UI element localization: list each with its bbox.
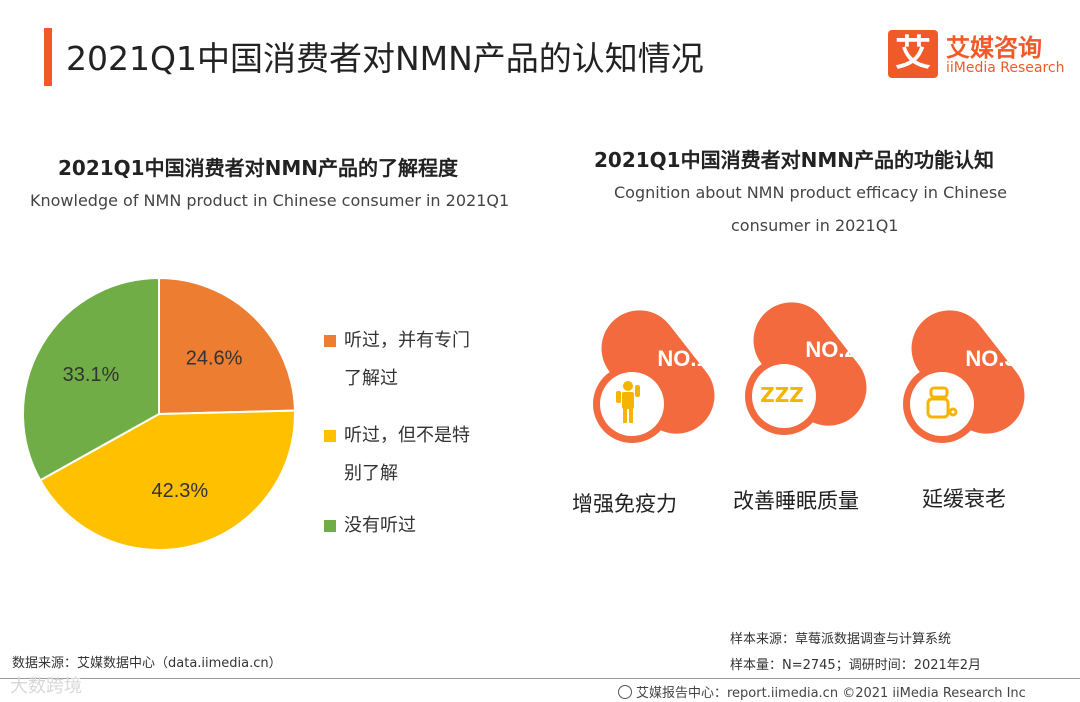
efficacy-title: 2021Q1中国消费者对NMN产品的功能认知 [594,148,994,172]
sample-size: 样本量：N=2745；调研时间：2021年2月 [730,658,982,673]
efficacy-badges: NO.1 NO.2 ZZZ NO.3 [593,302,1025,443]
report-center: 艾媒报告中心：report.iimedia.cn ©2021 iiMedia R… [618,682,1026,701]
pie-slice-1 [158,276,296,416]
badge-no3: NO.3 [903,310,1025,443]
legend-label-2-line2: 别了解 [344,463,398,484]
strong-man-icon [616,381,640,423]
pie-data-label-2: 42.3% [151,480,208,502]
efficacy-subtitle-line2: consumer in 2021Q1 [731,216,899,235]
legend-swatch-1 [324,335,336,347]
globe-icon [618,685,632,699]
legend-swatch-3 [324,520,336,532]
footer-divider [0,678,1080,679]
pie-chart-title: 2021Q1中国消费者对NMN产品的了解程度 [58,156,458,180]
zzz-glyph: ZZZ [760,383,804,407]
badge-label-3: 延缓衰老 [922,487,1006,511]
badge-label-1: 增强免疫力 [572,492,677,516]
pie-legend: 听过，并有专门 了解过 听过，但不是特 别了解 没有听过 [320,322,520,552]
efficacy-subtitle-line1: Cognition about NMN product efficacy in … [614,183,1007,202]
legend-label-3-line1: 没有听过 [344,515,416,536]
badge-label-2: 改善睡眠质量 [733,489,859,513]
badge-rank-3: NO.3 [965,346,1016,371]
legend-label-1-line2: 了解过 [344,368,398,389]
title-accent-bar [44,28,52,86]
page-title: 2021Q1中国消费者对NMN产品的认知情况 [66,39,704,78]
pie-slice-3 [22,276,160,482]
pie-data-label-1: 24.6% [186,348,243,370]
logo-text-en: iiMedia Research [946,60,1065,76]
watermark: 大数跨境 [10,676,82,697]
pie-chart-subtitle: Knowledge of NMN product in Chinese cons… [30,191,510,210]
data-source: 数据来源：艾媒数据中心（data.iimedia.cn） [12,656,282,671]
sample-source: 样本来源：草莓派数据调查与计算系统 [730,632,952,647]
pie-data-label-3: 33.1% [63,364,120,386]
badge-rank-1: NO.1 [657,346,708,371]
legend-label-2-line1: 听过，但不是特 [344,425,470,446]
legend-swatch-2 [324,430,336,442]
sleep-zzz-icon: ZZZ [760,383,804,407]
pie-chart: 24.6% 42.3% 33.1% [22,276,296,551]
logo-text-cn: 艾媒咨询 [946,34,1042,62]
legend-label-1-line1: 听过，并有专门 [344,330,470,351]
badge-no1: NO.1 [593,310,715,443]
logo-mark: 艾 [888,30,938,78]
badge-no2: NO.2 ZZZ [745,302,867,435]
aging-icon [926,386,958,419]
report-center-text: 艾媒报告中心：report.iimedia.cn ©2021 iiMedia R… [636,686,1026,701]
badge-rank-2: NO.2 [805,337,856,362]
